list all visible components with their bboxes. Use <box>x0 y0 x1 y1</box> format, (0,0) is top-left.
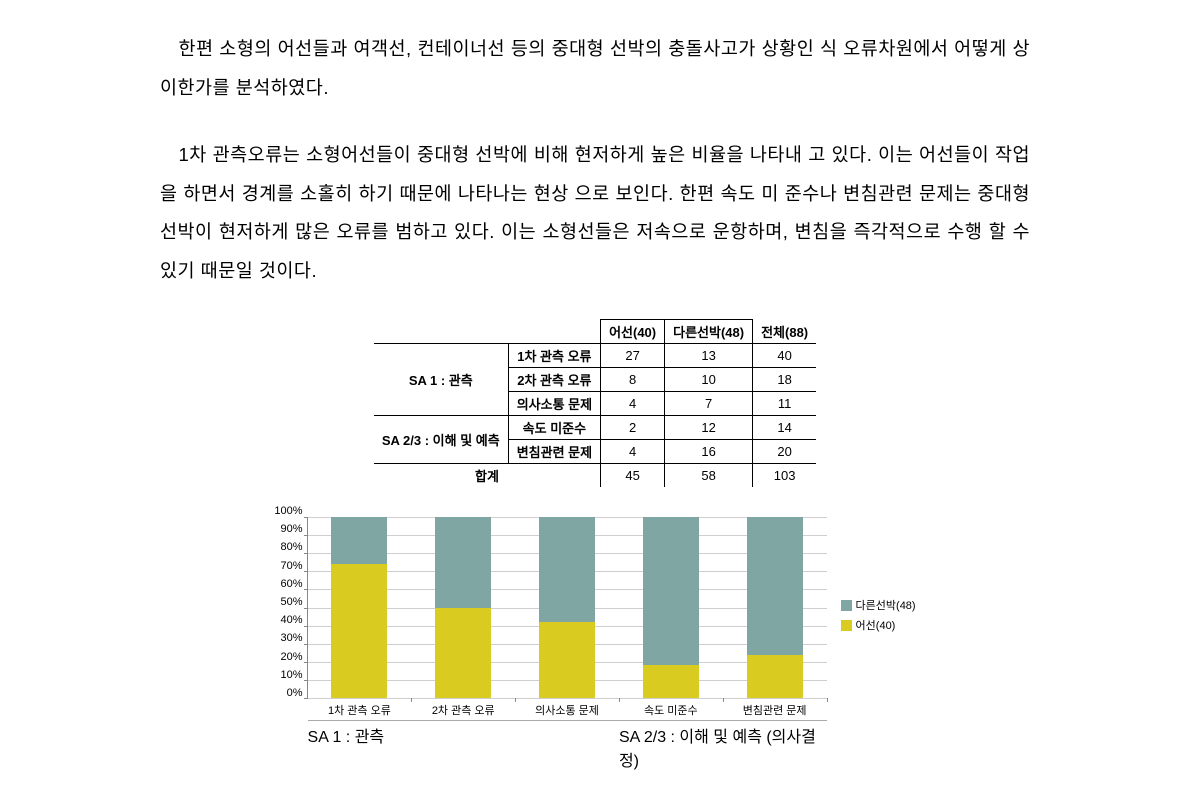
legend-label-fishing: 어선(40) <box>856 617 896 633</box>
y-tick-label: 60% <box>281 578 303 590</box>
bar-segment-fishing <box>747 655 803 698</box>
sum-cell: 45 <box>601 464 665 488</box>
y-tick-label: 10% <box>281 669 303 681</box>
bar-segment-fishing <box>331 564 387 698</box>
x-tick-label: 1차 관측 오류 <box>308 698 412 718</box>
cell: 8 <box>601 368 665 392</box>
cell: 11 <box>753 392 817 416</box>
legend-swatch-fishing <box>841 620 852 631</box>
sum-label: 합계 <box>374 464 601 488</box>
y-tick-label: 90% <box>281 523 303 535</box>
sum-cell: 103 <box>753 464 817 488</box>
legend: 다른선박(48) 어선(40) <box>841 597 916 637</box>
y-tick-label: 30% <box>281 632 303 644</box>
cell: 40 <box>753 344 817 368</box>
x-axis-groups: SA 1 : 관측 SA 2/3 : 이해 및 예측 (의사결정) <box>308 720 827 771</box>
sum-cell: 58 <box>665 464 753 488</box>
bar-segment-fishing <box>643 665 699 698</box>
y-tick-label: 0% <box>287 687 303 699</box>
y-axis: 100%90%80%70%60%50%40%30%20%10%0% <box>274 517 306 699</box>
x-tick-label: 변침관련 문제 <box>723 698 827 718</box>
bar-segment-other <box>747 517 803 655</box>
table-blank-corner <box>374 320 601 344</box>
x-group-1: SA 1 : 관측 <box>308 720 619 771</box>
p2-line1: 1차 관측오류는 소형어선들이 중대형 선박에 비해 현저하게 높은 비율을 나… <box>179 144 803 165</box>
row-label: 변침관련 문제 <box>508 440 600 464</box>
row-group-2: SA 2/3 : 이해 및 예측 <box>374 416 508 464</box>
x-tick-label: 2차 관측 오류 <box>411 698 515 718</box>
bar-column <box>619 517 723 698</box>
table-row: SA 1 : 관측 1차 관측 오류 27 13 40 <box>374 344 816 368</box>
y-tick-label: 100% <box>274 505 302 517</box>
y-tick-label: 70% <box>281 560 303 572</box>
cell: 14 <box>753 416 817 440</box>
bar-segment-fishing <box>435 608 491 699</box>
table-sum-row: 합계 45 58 103 <box>374 464 816 488</box>
p1-line1: 한편 소형의 어선들과 여객선, 컨테이너선 등의 중대형 선박의 충돌사고가 … <box>179 38 815 59</box>
col-header-3: 전체(88) <box>753 320 817 344</box>
bars-container <box>308 517 827 698</box>
paragraph-1: 한편 소형의 어선들과 여객선, 컨테이너선 등의 중대형 선박의 충돌사고가 … <box>160 30 1030 108</box>
bar-segment-fishing <box>539 622 595 698</box>
plot-area: 1차 관측 오류2차 관측 오류의사소통 문제속도 미준수변침관련 문제 SA … <box>307 517 827 699</box>
legend-item-bottom: 어선(40) <box>841 617 916 633</box>
row-label: 의사소통 문제 <box>508 392 600 416</box>
bar-column <box>308 517 412 698</box>
cell: 12 <box>665 416 753 440</box>
legend-item-top: 다른선박(48) <box>841 597 916 613</box>
y-tick-label: 50% <box>281 596 303 608</box>
cell: 13 <box>665 344 753 368</box>
bar-segment-other <box>539 517 595 622</box>
x-group-2: SA 2/3 : 이해 및 예측 (의사결정) <box>619 720 827 771</box>
cell: 4 <box>601 440 665 464</box>
row-label: 속도 미준수 <box>508 416 600 440</box>
sa-error-table: 어선(40) 다른선박(48) 전체(88) SA 1 : 관측 1차 관측 오… <box>374 319 816 487</box>
table-row: SA 2/3 : 이해 및 예측 속도 미준수 2 12 14 <box>374 416 816 440</box>
col-header-1: 어선(40) <box>601 320 665 344</box>
row-label: 1차 관측 오류 <box>508 344 600 368</box>
p2-line4: 오류를 범하고 있다. 이는 소형선들은 저속으로 운항하며, 변침을 즉각적으… <box>337 221 983 242</box>
cell: 16 <box>665 440 753 464</box>
cell: 18 <box>753 368 817 392</box>
x-axis-labels: 1차 관측 오류2차 관측 오류의사소통 문제속도 미준수변침관련 문제 <box>308 698 827 718</box>
bar-column <box>723 517 827 698</box>
y-tick-label: 40% <box>281 614 303 626</box>
row-label: 2차 관측 오류 <box>508 368 600 392</box>
cell: 20 <box>753 440 817 464</box>
x-tick-label: 속도 미준수 <box>619 698 723 718</box>
paragraph-2: 1차 관측오류는 소형어선들이 중대형 선박에 비해 현저하게 높은 비율을 나… <box>160 136 1030 291</box>
y-tick-label: 80% <box>281 541 303 553</box>
cell: 2 <box>601 416 665 440</box>
legend-swatch-other <box>841 600 852 611</box>
cell: 4 <box>601 392 665 416</box>
legend-label-other: 다른선박(48) <box>856 597 916 613</box>
cell: 7 <box>665 392 753 416</box>
bar-segment-other <box>643 517 699 665</box>
x-tick-label: 의사소통 문제 <box>515 698 619 718</box>
bar-column <box>411 517 515 698</box>
cell: 10 <box>665 368 753 392</box>
col-header-2: 다른선박(48) <box>665 320 753 344</box>
row-group-1: SA 1 : 관측 <box>374 344 508 416</box>
bar-segment-other <box>435 517 491 608</box>
bar-column <box>515 517 619 698</box>
sa-error-stacked-bar-chart: 100%90%80%70%60%50%40%30%20%10%0% 1차 관측 … <box>274 517 915 699</box>
cell: 27 <box>601 344 665 368</box>
y-tick-label: 20% <box>281 651 303 663</box>
bar-segment-other <box>331 517 387 564</box>
